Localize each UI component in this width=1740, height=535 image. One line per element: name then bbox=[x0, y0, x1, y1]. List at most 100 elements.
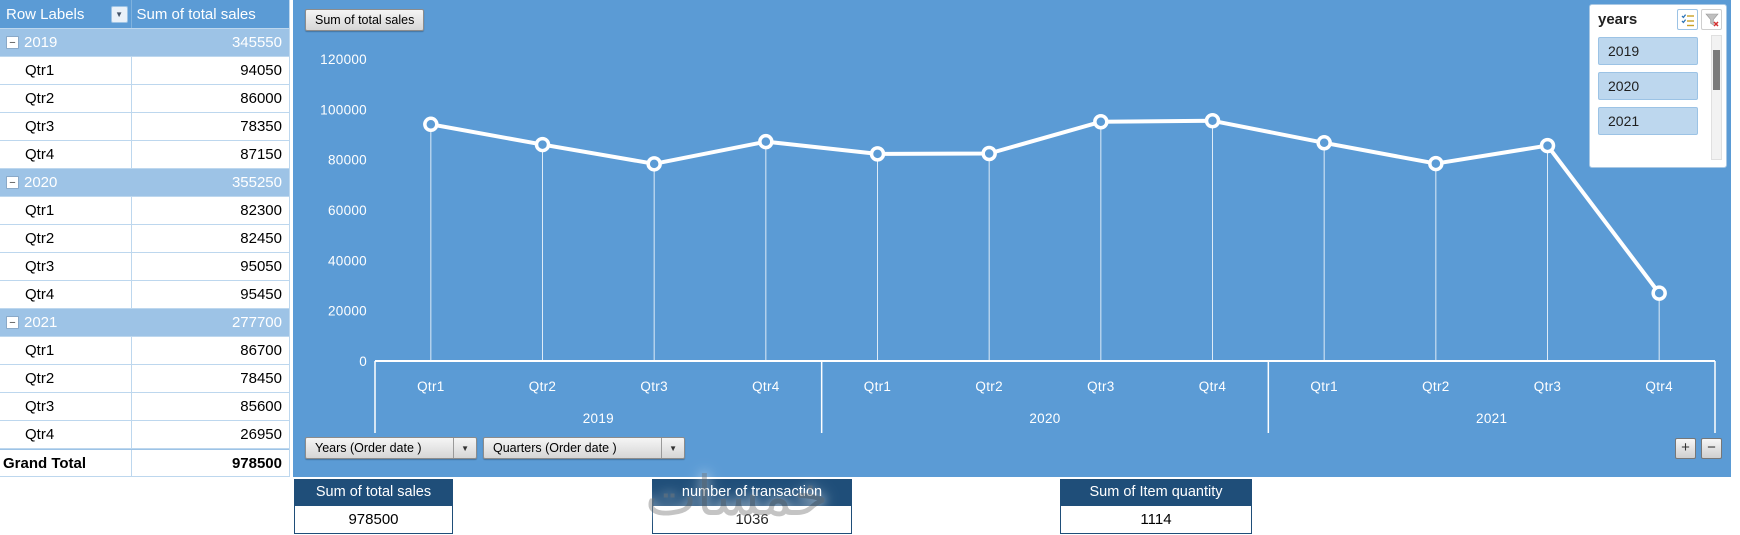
row-label-cell[interactable]: −2019 bbox=[0, 29, 132, 56]
row-value-cell[interactable]: 87150 bbox=[240, 146, 282, 163]
row-label-cell[interactable]: Grand Total bbox=[0, 450, 132, 476]
slicer-scrollbar-thumb[interactable] bbox=[1713, 50, 1720, 90]
svg-text:Qtr3: Qtr3 bbox=[1534, 379, 1561, 394]
table-row[interactable]: Qtr1 82300 bbox=[0, 197, 289, 225]
table-row[interactable]: Qtr4 26950 bbox=[0, 421, 289, 449]
row-label-cell[interactable]: Qtr3 bbox=[0, 113, 132, 140]
slicer-item-2019[interactable]: 2019 bbox=[1598, 37, 1698, 65]
years-axis-field-label: Years (Order date ) bbox=[315, 441, 422, 455]
row-label-text: Qtr1 bbox=[25, 202, 55, 219]
table-row[interactable]: Qtr2 82450 bbox=[0, 225, 289, 253]
row-value-cell[interactable]: 86000 bbox=[240, 90, 282, 107]
row-value-cell[interactable]: 355250 bbox=[231, 174, 282, 191]
item-quantity-card-title: Sum of Item quantity bbox=[1060, 479, 1252, 506]
quarters-axis-field-button[interactable]: Quarters (Order date ) ▼ bbox=[483, 437, 685, 459]
table-row[interactable]: Grand Total 978500 bbox=[0, 449, 289, 477]
years-slicer: years 2019 2020 2021 bbox=[1589, 4, 1727, 168]
row-label-text: Qtr2 bbox=[25, 230, 55, 247]
collapse-button[interactable]: − bbox=[6, 176, 19, 189]
table-row[interactable]: −2019 345550 bbox=[0, 29, 289, 57]
item-quantity-card: Sum of Item quantity 1114 bbox=[1060, 479, 1252, 534]
value-field-button[interactable]: Sum of total sales bbox=[305, 9, 425, 31]
svg-text:20000: 20000 bbox=[328, 304, 367, 319]
pivot-header-row: Row Labels ▼ Sum of total sales bbox=[0, 0, 289, 29]
chevron-down-icon: ▼ bbox=[453, 438, 476, 458]
row-label-text: Qtr1 bbox=[25, 342, 55, 359]
values-header-cell[interactable]: Sum of total sales bbox=[136, 5, 256, 23]
svg-text:100000: 100000 bbox=[320, 102, 367, 117]
row-label-cell[interactable]: −2021 bbox=[0, 309, 132, 336]
filter-dropdown-icon: ▼ bbox=[115, 9, 123, 19]
row-label-cell[interactable]: Qtr4 bbox=[0, 141, 132, 168]
svg-text:120000: 120000 bbox=[320, 52, 367, 67]
table-row[interactable]: Qtr4 87150 bbox=[0, 141, 289, 169]
table-row[interactable]: −2021 277700 bbox=[0, 309, 289, 337]
expand-field-button[interactable]: + bbox=[1675, 438, 1696, 459]
row-label-text: 2021 bbox=[24, 314, 58, 331]
item-quantity-card-value: 1114 bbox=[1060, 506, 1252, 534]
filter-dropdown-button[interactable]: ▼ bbox=[110, 5, 128, 23]
svg-text:Qtr1: Qtr1 bbox=[1310, 379, 1337, 394]
row-value-cell[interactable]: 978500 bbox=[231, 454, 282, 472]
row-value-cell[interactable]: 86700 bbox=[240, 342, 282, 359]
table-row[interactable]: Qtr1 94050 bbox=[0, 57, 289, 85]
table-row[interactable]: Qtr2 86000 bbox=[0, 85, 289, 113]
collapse-field-button[interactable]: − bbox=[1701, 438, 1722, 459]
table-row[interactable]: Qtr3 95050 bbox=[0, 253, 289, 281]
row-value-cell[interactable]: 85600 bbox=[240, 398, 282, 415]
years-axis-field-button[interactable]: Years (Order date ) ▼ bbox=[305, 437, 477, 459]
row-label-text: Qtr4 bbox=[25, 146, 55, 163]
row-labels-header-cell[interactable]: Row Labels ▼ bbox=[0, 0, 132, 28]
row-value-cell[interactable]: 82300 bbox=[240, 202, 282, 219]
pivot-chart: 120000 100000 80000 60000 40000 20000 0 Qtr1 Qtr… bbox=[293, 0, 1731, 477]
svg-text:Qtr2: Qtr2 bbox=[1422, 379, 1449, 394]
row-value-cell[interactable]: 95050 bbox=[240, 258, 282, 275]
row-label-cell[interactable]: Qtr2 bbox=[0, 365, 132, 392]
row-label-cell[interactable]: Qtr2 bbox=[0, 85, 132, 112]
table-row[interactable]: Qtr3 85600 bbox=[0, 393, 289, 421]
chart-canvas: 120000 100000 80000 60000 40000 20000 0 Qtr1 Qtr… bbox=[320, 52, 1716, 433]
row-label-text: Qtr3 bbox=[25, 118, 55, 135]
row-label-cell[interactable]: −2020 bbox=[0, 169, 132, 196]
svg-text:Qtr4: Qtr4 bbox=[752, 379, 780, 394]
row-value-cell[interactable]: 277700 bbox=[231, 314, 282, 331]
svg-text:Qtr3: Qtr3 bbox=[640, 379, 667, 394]
table-row[interactable]: Qtr2 78450 bbox=[0, 365, 289, 393]
chevron-down-icon: ▼ bbox=[661, 438, 684, 458]
table-row[interactable]: −2020 355250 bbox=[0, 169, 289, 197]
slicer-scrollbar[interactable] bbox=[1711, 35, 1722, 160]
transactions-card: number of transaction 1036 bbox=[652, 479, 852, 534]
transactions-card-value: 1036 bbox=[652, 506, 852, 534]
collapse-button[interactable]: − bbox=[6, 36, 19, 49]
row-label-cell[interactable]: Qtr4 bbox=[0, 421, 132, 448]
row-value-cell[interactable]: 82450 bbox=[240, 230, 282, 247]
row-label-text: 2020 bbox=[24, 174, 58, 191]
row-labels-header-text: Row Labels bbox=[6, 5, 85, 23]
row-label-text: Qtr3 bbox=[25, 398, 55, 415]
svg-text:60000: 60000 bbox=[328, 203, 367, 218]
slicer-item-2020[interactable]: 2020 bbox=[1598, 72, 1698, 100]
multi-select-icon[interactable] bbox=[1677, 9, 1698, 30]
row-label-cell[interactable]: Qtr3 bbox=[0, 393, 132, 420]
row-value-cell[interactable]: 94050 bbox=[240, 62, 282, 79]
row-label-cell[interactable]: Qtr1 bbox=[0, 57, 132, 84]
row-label-cell[interactable]: Qtr4 bbox=[0, 281, 132, 308]
table-row[interactable]: Qtr1 86700 bbox=[0, 337, 289, 365]
table-row[interactable]: Qtr3 78350 bbox=[0, 113, 289, 141]
slicer-item-2021[interactable]: 2021 bbox=[1598, 107, 1698, 135]
row-label-cell[interactable]: Qtr1 bbox=[0, 337, 132, 364]
svg-text:2019: 2019 bbox=[583, 411, 614, 426]
pivot-rows: −2019 345550 Qtr1 94050 Qtr2 86000 Qtr3 78350 Qt… bbox=[0, 29, 289, 477]
row-value-cell[interactable]: 78350 bbox=[240, 118, 282, 135]
row-value-cell[interactable]: 345550 bbox=[231, 34, 282, 51]
row-value-cell[interactable]: 95450 bbox=[240, 286, 282, 303]
transactions-card-title: number of transaction bbox=[652, 479, 852, 506]
table-row[interactable]: Qtr4 95450 bbox=[0, 281, 289, 309]
row-label-cell[interactable]: Qtr3 bbox=[0, 253, 132, 280]
row-label-cell[interactable]: Qtr1 bbox=[0, 197, 132, 224]
clear-filter-icon[interactable] bbox=[1701, 9, 1722, 30]
row-value-cell[interactable]: 78450 bbox=[240, 370, 282, 387]
row-label-cell[interactable]: Qtr2 bbox=[0, 225, 132, 252]
row-value-cell[interactable]: 26950 bbox=[240, 426, 282, 443]
collapse-button[interactable]: − bbox=[6, 316, 19, 329]
